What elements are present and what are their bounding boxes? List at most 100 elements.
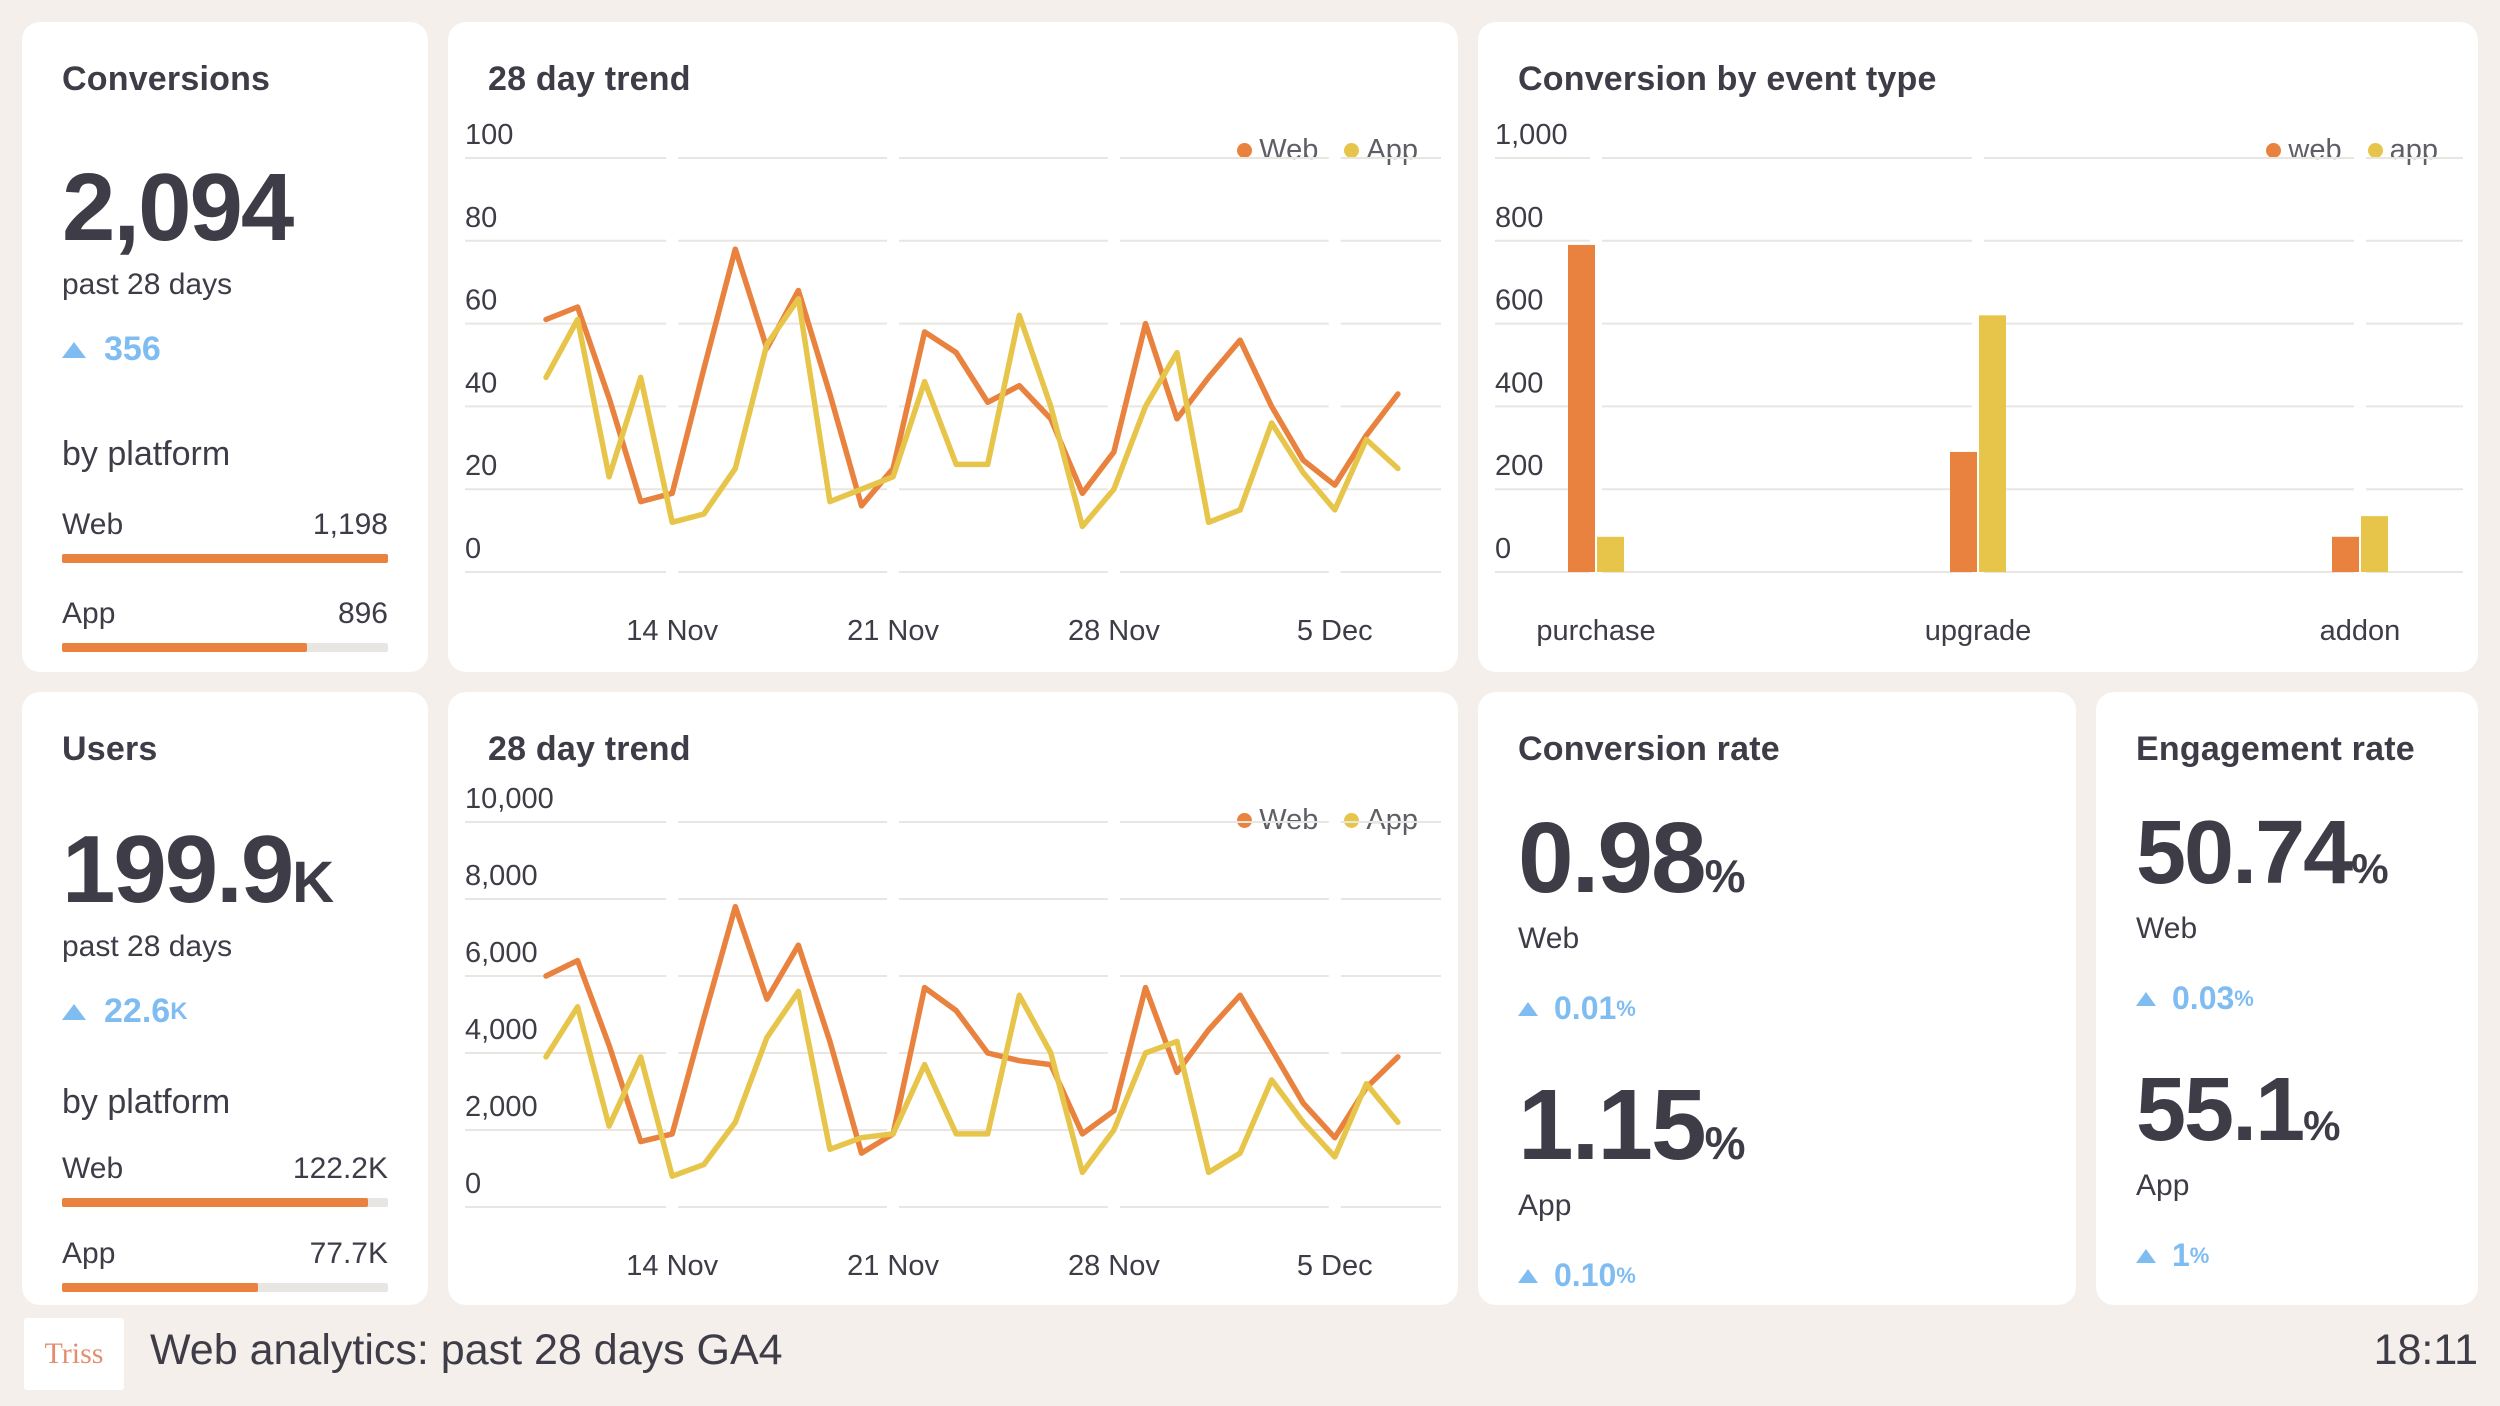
platform-bar-fill xyxy=(62,554,388,563)
rate-delta: 0.10 % xyxy=(1518,1257,2036,1294)
up-triangle-icon xyxy=(62,1003,86,1020)
trend-line-web xyxy=(543,246,1401,509)
x-axis-category-label: addon xyxy=(2320,615,2401,647)
card-users: Users 199.9K past 28 days 22.6 K by plat… xyxy=(22,692,428,1305)
conversion-rate-app-value: 1.15% xyxy=(1518,1075,2036,1175)
trend-line-app xyxy=(543,296,1401,530)
trend-line-web xyxy=(543,903,1401,1156)
up-triangle-icon xyxy=(1518,1001,1538,1016)
users-delta: 22.6 K xyxy=(62,992,388,1031)
conversion-rate-app-block: 1.15% App 0.10 % xyxy=(1518,1075,2036,1294)
x-axis-tick-label: 5 Dec xyxy=(1297,1250,1373,1282)
users-value-suffix: K xyxy=(292,850,335,915)
x-axis-tick-label: 14 Nov xyxy=(626,1250,718,1282)
y-axis-tick-label: 800 xyxy=(1495,202,1543,234)
legend-item-app: App xyxy=(1344,804,1418,837)
legend-dot-icon xyxy=(1237,143,1253,158)
legend-label: App xyxy=(1366,134,1418,166)
trend-users-title: 28 day trend xyxy=(488,730,691,768)
platform-row-app: App 896 xyxy=(62,597,388,652)
clock-time: 18:11 xyxy=(2373,1326,2478,1374)
legend-label: Web xyxy=(1259,134,1319,166)
conversions-delta-value: 356 xyxy=(104,330,161,368)
rate-platform-label: App xyxy=(2136,1169,2190,1202)
x-axis-tick-label: 21 Nov xyxy=(847,615,939,647)
y-axis-tick-label: 20 xyxy=(465,450,497,482)
up-triangle-icon xyxy=(2136,1248,2156,1263)
platform-value: 896 xyxy=(337,597,388,630)
rate-number: 1.15 xyxy=(1518,1069,1707,1181)
y-axis-tick-label: 0 xyxy=(1495,533,1511,565)
rate-delta-suffix: % xyxy=(2234,985,2254,1011)
rate-platform-label: Web xyxy=(2136,912,2198,945)
platform-row-web: Web 1,198 xyxy=(62,508,388,563)
card-conversion-rate: Conversion rate 0.98% Web 0.01 % 1.15% A… xyxy=(1478,692,2076,1305)
up-triangle-icon xyxy=(2136,991,2156,1006)
by-platform-label: by platform xyxy=(62,1083,231,1121)
legend-dot-icon xyxy=(2266,143,2282,158)
trend-conversions-title: 28 day trend xyxy=(488,60,691,98)
bar-chart-event-type: 0 200 400 600 800 1,000 purchase upgrade addon xyxy=(1495,119,2463,647)
line-chart-conversions-trend: 0 20 40 60 80 100 14 Nov 21 Nov 28 Nov 5 Dec xyxy=(465,119,1441,647)
x-axis-tick-label: 14 Nov xyxy=(626,615,718,647)
bar-upgrade-web xyxy=(1950,451,1977,572)
bar-addon-web xyxy=(2332,536,2359,572)
platform-value: 77.7K xyxy=(309,1237,388,1270)
conversion-rate-web-block: 0.98% Web 0.01 % xyxy=(1518,808,2036,1027)
legend-trend-users: Web App xyxy=(1237,804,1418,837)
x-axis-tick-label: 28 Nov xyxy=(1068,615,1160,647)
trend-line-app xyxy=(543,988,1401,1179)
rate-platform-label: Web xyxy=(1518,922,1580,955)
y-axis-tick-label: 60 xyxy=(465,285,497,317)
y-axis-tick-label: 4,000 xyxy=(465,1014,538,1046)
rate-delta-suffix: % xyxy=(1616,1262,1636,1288)
users-delta-value: 22.6 xyxy=(104,992,171,1030)
card-conversions: Conversions 2,094 past 28 days 356 by pl… xyxy=(22,22,428,672)
rate-suffix: % xyxy=(2303,1102,2341,1149)
x-axis-tick-label: 28 Nov xyxy=(1068,1250,1160,1282)
legend-item-web: web xyxy=(2266,134,2342,167)
rate-delta-suffix: % xyxy=(1616,995,1636,1021)
platform-bar-fill xyxy=(62,1283,258,1292)
platform-bar-fill xyxy=(62,643,307,652)
platform-name: App xyxy=(62,597,116,630)
conversion-rate-title: Conversion rate xyxy=(1518,730,1780,768)
rate-delta: 0.01 % xyxy=(1518,990,2036,1027)
y-axis-tick-label: 0 xyxy=(465,533,481,565)
legend-label: Web xyxy=(1259,804,1319,836)
legend-label: app xyxy=(2389,134,2438,166)
legend-item-app: app xyxy=(2367,134,2438,167)
rate-number: 50.74 xyxy=(2136,803,2353,903)
rate-delta-value: 1 xyxy=(2172,1237,2190,1273)
legend-dot-icon xyxy=(2367,143,2383,158)
rate-platform-label: App xyxy=(1518,1189,1572,1222)
up-triangle-icon xyxy=(62,341,86,358)
legend-item-web: Web xyxy=(1237,134,1318,167)
engagement-rate-web-value: 50.74% xyxy=(2136,808,2438,898)
y-axis-tick-label: 400 xyxy=(1495,367,1543,399)
legend-label: web xyxy=(2288,134,2342,166)
rate-delta-value: 0.01 xyxy=(1554,990,1617,1026)
legend-dot-icon xyxy=(1237,813,1253,828)
platform-value: 1,198 xyxy=(312,508,388,541)
platform-row-app: App 77.7K xyxy=(62,1237,388,1292)
y-axis-tick-label: 40 xyxy=(465,367,497,399)
rate-delta-value: 0.10 xyxy=(1554,1257,1617,1293)
rate-suffix: % xyxy=(1704,1117,1746,1169)
brand-name: Triss xyxy=(44,1337,104,1370)
rate-delta: 1 % xyxy=(2136,1237,2438,1274)
bar-upgrade-app xyxy=(1979,315,2006,572)
y-axis-tick-label: 2,000 xyxy=(465,1091,538,1123)
legend-dot-icon xyxy=(1344,813,1360,828)
users-value: 199.9K xyxy=(62,822,388,918)
line-chart-users-trend: 0 2,000 4,000 6,000 8,000 10,000 14 Nov 21 Nov 2… xyxy=(465,783,1441,1282)
card-trend-conversions: 28 day trend Web App 0 20 40 60 80 100 14 Nov 21… xyxy=(448,22,1458,672)
rate-suffix: % xyxy=(1704,850,1746,902)
y-axis-tick-label: 200 xyxy=(1495,450,1543,482)
rate-number: 0.98 xyxy=(1518,802,1707,914)
card-event-type: Conversion by event type web app 0 200 400 6… xyxy=(1478,22,2478,672)
platform-bar-fill xyxy=(62,1198,369,1207)
card-trend-users: 28 day trend Web App 0 2,000 4,000 6,000 8,00… xyxy=(448,692,1458,1305)
rate-delta-value: 0.03 xyxy=(2172,980,2235,1016)
